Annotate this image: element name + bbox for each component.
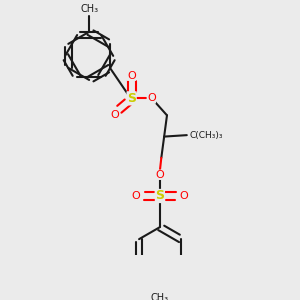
Text: S: S xyxy=(127,92,136,105)
Text: O: O xyxy=(131,191,140,201)
Text: CH₃: CH₃ xyxy=(80,4,98,14)
Text: O: O xyxy=(180,191,188,201)
Text: O: O xyxy=(155,170,164,180)
Text: C(CH₃)₃: C(CH₃)₃ xyxy=(190,130,223,140)
Text: S: S xyxy=(155,190,164,202)
Text: O: O xyxy=(127,71,136,81)
Text: O: O xyxy=(110,110,119,120)
Text: O: O xyxy=(147,93,156,103)
Text: CH₃: CH₃ xyxy=(151,293,169,300)
